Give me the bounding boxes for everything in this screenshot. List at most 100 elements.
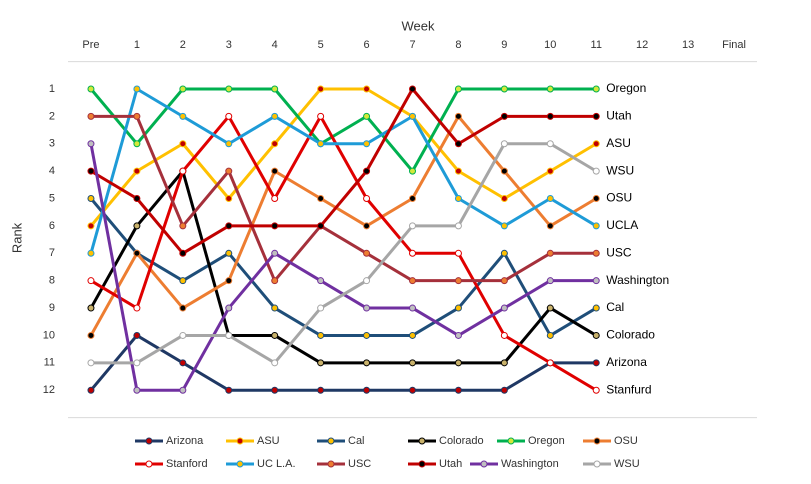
legend-marker [507, 437, 515, 445]
point [409, 331, 416, 339]
point [454, 140, 462, 148]
point [271, 195, 279, 203]
point [271, 249, 279, 257]
point [592, 167, 600, 175]
point [271, 304, 279, 312]
y-tick-label: 12 [43, 384, 55, 396]
point [317, 195, 325, 203]
point [409, 167, 416, 175]
legend-label: UC L.A. [257, 458, 296, 470]
point [179, 222, 187, 230]
legend-marker [593, 460, 601, 468]
x-tick-label: Final [722, 39, 746, 51]
legend-marker [418, 437, 426, 445]
series-line [89, 87, 597, 173]
point [454, 331, 462, 339]
series-line [90, 114, 598, 392]
x-tick-label: 10 [544, 39, 556, 51]
point [271, 140, 279, 148]
y-tick-label: 6 [49, 220, 55, 232]
point [500, 112, 508, 120]
legend-label: Utah [439, 458, 462, 470]
point [271, 112, 279, 120]
point [179, 140, 187, 148]
point [500, 85, 508, 93]
legend-label: Stanford [166, 458, 208, 470]
point [133, 140, 141, 148]
point [179, 304, 187, 312]
point [546, 359, 554, 367]
point [179, 249, 187, 257]
legend-marker [327, 460, 335, 468]
point [317, 386, 325, 394]
point [225, 195, 233, 203]
point [592, 359, 600, 367]
point [454, 249, 462, 257]
point [363, 331, 371, 339]
series-line [89, 87, 598, 254]
legend-label: Colorado [439, 435, 484, 447]
point [363, 277, 371, 285]
point [454, 304, 462, 312]
point [317, 222, 325, 230]
x-tick-label: 12 [636, 39, 648, 51]
point [546, 304, 554, 312]
point [133, 249, 141, 257]
point [409, 359, 416, 367]
point [133, 386, 141, 394]
point [225, 167, 233, 175]
point [179, 167, 187, 175]
end-label: OSU [606, 191, 632, 205]
series-line [90, 87, 597, 255]
point [592, 112, 600, 120]
point [87, 304, 95, 312]
point [363, 249, 371, 257]
point [317, 140, 325, 148]
point [409, 195, 416, 203]
legend-marker [327, 437, 335, 445]
point [500, 359, 508, 367]
end-label: Oregon [606, 81, 646, 95]
point [546, 331, 554, 339]
end-label: Utah [606, 109, 631, 123]
point [87, 222, 95, 230]
point [546, 167, 554, 175]
point [454, 112, 462, 120]
end-label: Arizona [606, 355, 647, 369]
point [133, 222, 141, 230]
legend-label: WSU [614, 458, 640, 470]
point [317, 85, 325, 93]
point [363, 85, 371, 93]
point [179, 359, 187, 367]
legend-label: OSU [614, 435, 638, 447]
x-tick-label: 11 [591, 39, 602, 51]
point [133, 359, 141, 367]
x-tick-label: 13 [682, 39, 694, 51]
x-tick-label: 9 [501, 39, 507, 51]
point [409, 222, 416, 230]
point [500, 222, 508, 230]
point [317, 331, 325, 339]
point [271, 222, 279, 230]
x-tick-label: 1 [134, 39, 140, 51]
end-label: USC [606, 245, 632, 259]
point [133, 304, 141, 312]
point [363, 167, 371, 175]
point [592, 140, 600, 148]
point [225, 277, 233, 285]
end-label: ASU [606, 136, 631, 150]
point [409, 249, 416, 257]
point [454, 167, 462, 175]
y-tick-label: 4 [49, 165, 55, 177]
point [87, 85, 95, 93]
point [225, 112, 233, 120]
legend-label: Arizona [166, 435, 204, 447]
point [500, 195, 508, 203]
point [409, 277, 416, 285]
point [225, 304, 233, 312]
end-label: UCLA [606, 218, 638, 232]
point [409, 304, 416, 312]
series-line [89, 197, 598, 337]
point [592, 304, 600, 312]
